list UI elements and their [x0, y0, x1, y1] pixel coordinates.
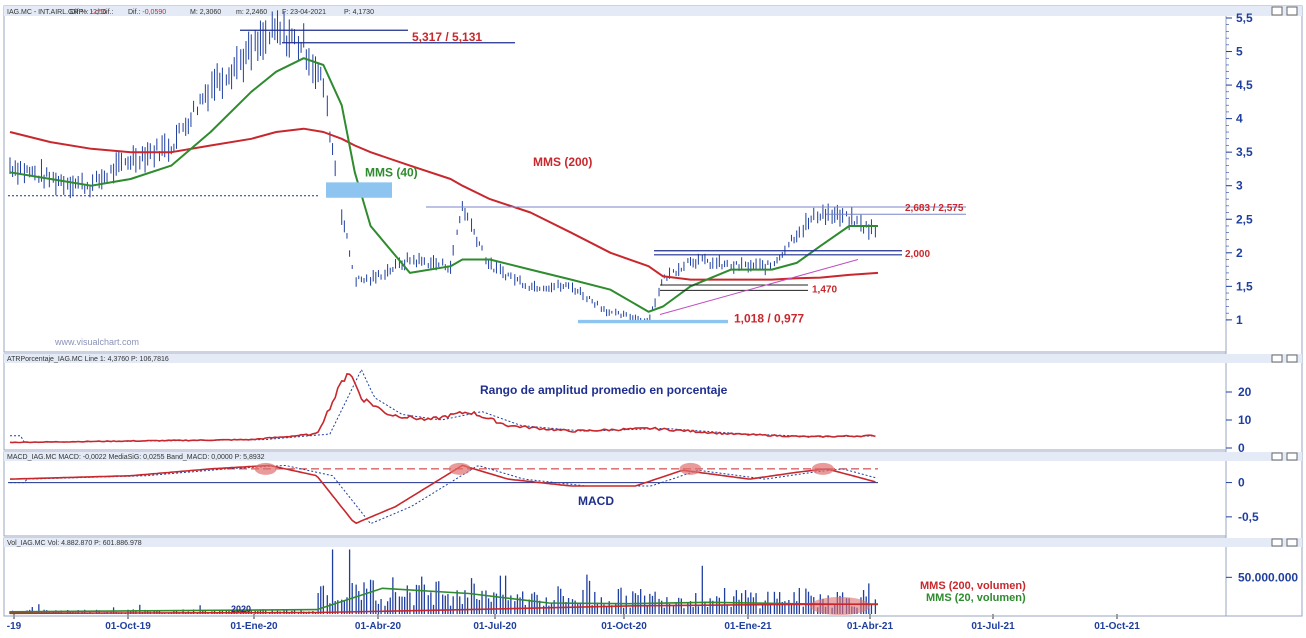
xtick-label: 01-Oct-21 — [1094, 621, 1140, 632]
volume-header-text: Vol_IAG.MC Vol: 4.882.870 P: 601.886.978 — [7, 540, 142, 547]
minimize-icon — [1271, 452, 1283, 461]
atr-panel-frame — [3, 353, 1227, 451]
macd-peak-marker — [679, 462, 702, 475]
header-value-5: P: 4,1730 — [344, 9, 374, 16]
xtick-label: 01-Oct-20 — [601, 621, 647, 632]
xtick-label: 01-Oct-19 — [105, 621, 151, 632]
lows-highlight — [578, 319, 728, 324]
header-value-2: M: 2,3060 — [190, 9, 221, 16]
mms40-line — [9, 57, 878, 313]
price-panel-controls[interactable] — [1271, 6, 1298, 16]
atr-ytick-label: 0 — [1238, 441, 1245, 455]
lows-label: 1,018 / 0,977 — [734, 312, 804, 326]
year-marker: 2020 — [231, 604, 251, 614]
volume-panel-header: Vol_IAG.MC Vol: 4.882.870 P: 601.886.978 — [4, 538, 1302, 547]
price-ytick-label: 5 — [1236, 45, 1243, 59]
price-bars — [9, 10, 876, 323]
header-value-0: Dif.%: -2,56 — [70, 9, 107, 16]
xtick-label: 01-Ene-21 — [724, 621, 772, 632]
resistance-label: 2,683 / 2,575 — [905, 203, 964, 214]
minimize-icon — [1271, 6, 1283, 16]
price-panel-frame — [3, 5, 1227, 353]
atr-header-text: ATRPorcentaje_IAG.MC Line 1: 4,3760 P: 1… — [7, 356, 169, 363]
macd-signal-line — [10, 464, 876, 525]
macd-peak-marker — [811, 462, 834, 475]
header-value-1: Dif.: -0,0590 — [128, 9, 166, 16]
header-value-3: m: 2,2460 — [236, 9, 267, 16]
price-ytick-label: 4,5 — [1236, 78, 1253, 92]
header-value-4: F: 23-04-2021 — [282, 9, 326, 16]
price-ytick-label: 1 — [1236, 313, 1243, 327]
price-ytick-label: 3 — [1236, 179, 1243, 193]
volume-ytick-label: 50.000.000 — [1238, 570, 1298, 584]
close-icon — [1286, 452, 1298, 461]
minimize-icon — [1271, 354, 1283, 363]
axes: 1 1,5 2 2,5 3 3,5 4 4,5 5 5,5 0 10 20 -0,5 0 50.000.000… — [4, 11, 1298, 632]
macd-peak-marker — [254, 462, 277, 475]
xtick-label: 01-Abr-20 — [355, 621, 402, 632]
atr-title: Rango de amplitud promedio en porcentaje — [480, 383, 728, 397]
mms40-label: MMS (40) — [365, 165, 418, 179]
close-icon — [1286, 6, 1298, 16]
atr-plot — [9, 368, 876, 444]
price-ytick-label: 2,5 — [1236, 212, 1253, 226]
top-levels-label: 5,317 / 5,131 — [412, 30, 482, 44]
xtick-label: 01-Abr-21 — [847, 621, 894, 632]
xtick-label: 01-Jul-20 — [473, 621, 517, 632]
price-ytick-label: 5,5 — [1236, 11, 1253, 25]
macd-title: MACD — [578, 494, 614, 508]
volume-panel-controls[interactable] — [1271, 538, 1298, 547]
level-2000-label: 2,000 — [905, 249, 930, 260]
gap-highlight — [326, 182, 392, 198]
volume-ma20-line — [9, 587, 879, 613]
xtick-label: 01-Ene-20 — [230, 621, 278, 632]
macd-header-text: MACD_IAG.MC MACD: -0,0022 MediaSiG: 0,02… — [7, 454, 265, 461]
y-axis-area — [1225, 5, 1303, 617]
macd-panel-frame — [3, 451, 1227, 537]
trendline — [659, 259, 859, 315]
vol-ma200-label: MMS (200, volumen) — [920, 580, 1026, 592]
price-ytick-label: 1,5 — [1236, 279, 1253, 293]
minimize-icon — [1271, 538, 1283, 547]
macd-peak-marker — [448, 462, 471, 475]
price-plot: 5,317 / 5,131 MMS (40) MMS (200) 2,683 / 2,… — [8, 10, 966, 326]
price-ytick-label: 2 — [1236, 246, 1243, 260]
mms200-label: MMS (200) — [533, 155, 592, 169]
macd-panel-header: MACD_IAG.MC MACD: -0,0022 MediaSiG: 0,02… — [4, 452, 1302, 461]
price-header-text: IAG.MC - INT.AIRL.GRP - 1 d Dif.: — [7, 9, 114, 16]
macd-ytick-label: 0 — [1238, 476, 1245, 490]
atr-line — [9, 373, 876, 444]
atr-panel-header: ATRPorcentaje_IAG.MC Line 1: 4,3760 P: 1… — [4, 354, 1302, 363]
price-ytick-label: 4 — [1236, 112, 1243, 126]
volume-ma200-line — [9, 603, 879, 615]
macd-plot — [8, 462, 878, 525]
xtick-label: -19 — [7, 621, 22, 632]
price-ytick-label: 3,5 — [1236, 145, 1253, 159]
watermark: www.visualchart.com — [54, 337, 139, 347]
level-1470-label: 1,470 — [812, 284, 837, 295]
atr-ytick-label: 10 — [1238, 413, 1252, 427]
macd-line — [10, 464, 876, 525]
volume-plot — [9, 549, 879, 615]
vol-ma20-label: MMS (20, volumen) — [926, 592, 1026, 604]
macd-ytick-label: -0,5 — [1238, 510, 1259, 524]
price-panel-header: IAG.MC - INT.AIRL.GRP - 1 d Dif.: Dif.%:… — [4, 6, 1302, 16]
atr-panel-controls[interactable] — [1271, 354, 1298, 363]
close-icon — [1286, 354, 1298, 363]
xtick-label: 01-Jul-21 — [971, 621, 1015, 632]
volume-highlight — [809, 597, 870, 615]
macd-panel-controls[interactable] — [1271, 452, 1298, 461]
mms200-line — [9, 127, 879, 281]
atr-ytick-label: 20 — [1238, 385, 1252, 399]
close-icon — [1286, 538, 1298, 547]
